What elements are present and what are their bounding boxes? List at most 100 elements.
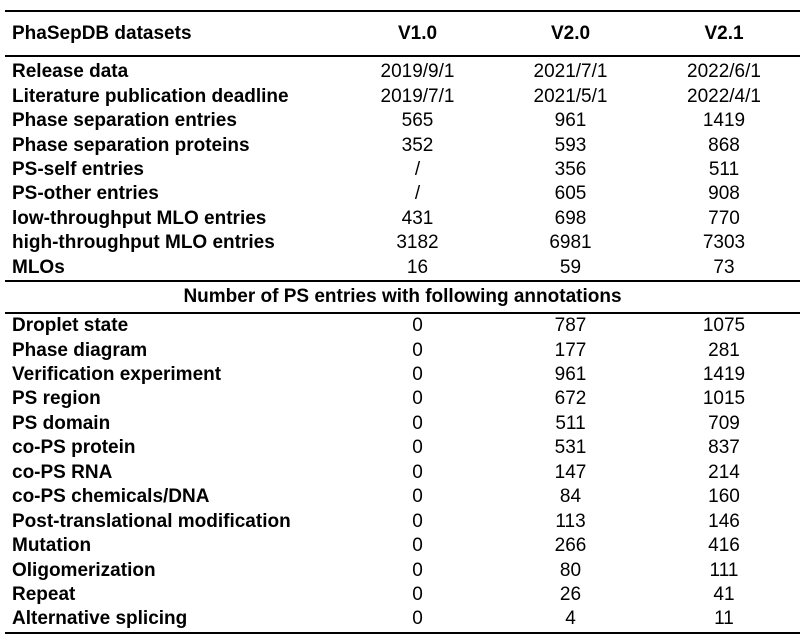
value-cell-v1-0: 0 xyxy=(412,364,423,386)
value-cell-v2-0: 147 xyxy=(554,461,587,483)
header-row: PhaSepDB datasets V1.0 V2.0 V2.1 xyxy=(5,10,800,57)
row-label: Release data xyxy=(12,61,129,83)
value-cell-v1-0: / xyxy=(414,183,421,205)
value-cell-v1-0: 0 xyxy=(412,486,423,508)
row-label: Droplet state xyxy=(12,315,129,337)
value-cell-v1-0: 0 xyxy=(412,437,423,459)
value-cell-v2-0: 80 xyxy=(559,559,582,581)
value-cell-v2-1: 2022/4/1 xyxy=(687,85,761,107)
value-cell-v2-0: 2021/5/1 xyxy=(533,85,608,107)
value-cell-v1-0: 0 xyxy=(412,510,423,532)
section-title: Number of PS entries with following anno… xyxy=(5,279,800,314)
table-row: Verification experiment 0 961 1419 xyxy=(5,363,800,387)
table-row: Phase separation entries 565 961 1419 xyxy=(5,109,800,133)
header-cell-v2-1: V2.1 xyxy=(648,10,800,57)
table-row: Post-translational modification 0 113 146 xyxy=(5,509,800,533)
value-cell-v1-0: / xyxy=(414,158,421,180)
value-cell-v1-0: 0 xyxy=(412,583,423,605)
value-cell-v1-0: 2019/7/1 xyxy=(380,85,455,107)
table-row: PS region 0 672 1015 xyxy=(5,387,800,411)
table-row: Droplet state 0 787 1075 xyxy=(5,313,800,338)
value-cell-v2-0: 26 xyxy=(559,583,582,605)
value-cell-v1-0: 0 xyxy=(412,461,423,483)
value-cell-v1-0: 0 xyxy=(342,607,493,634)
row-label: co-PS chemicals/DNA xyxy=(12,486,210,508)
dataset-summary-body: Release data 2019/9/1 2021/7/1 2022/6/1 Lite… xyxy=(5,56,800,281)
value-cell-v2-1: 709 xyxy=(708,412,740,434)
value-cell-v2-0: 511 xyxy=(555,412,586,434)
value-cell-v1-0: 0 xyxy=(412,388,423,410)
section-row: Number of PS entries with following anno… xyxy=(5,279,800,314)
table-row: high-throughput MLO entries 3182 6981 7303 xyxy=(5,231,800,255)
row-label: PS-self entries xyxy=(12,158,144,180)
header-cell-datasets: PhaSepDB datasets xyxy=(5,10,342,57)
table-row: Phase diagram 0 177 281 xyxy=(5,338,800,362)
value-cell-v2-1: 1419 xyxy=(702,110,746,132)
value-cell-v2-0: 177 xyxy=(554,339,587,361)
value-cell-v1-0: 0 xyxy=(412,339,423,361)
value-cell-v2-1: 1075 xyxy=(702,315,746,337)
value-cell-v2-1: 837 xyxy=(708,437,740,459)
row-label: Phase separation proteins xyxy=(12,134,250,156)
row-label: Literature publication deadline xyxy=(12,85,289,107)
table-row: Phase separation proteins 352 593 868 xyxy=(5,133,800,157)
row-label: Mutation xyxy=(12,535,92,557)
value-cell-v2-1: 770 xyxy=(708,207,740,229)
value-cell-v2-0: 961 xyxy=(554,364,587,386)
value-cell-v2-1: 868 xyxy=(708,134,740,156)
table-header: PhaSepDB datasets V1.0 V2.0 V2.1 xyxy=(5,10,800,57)
value-cell-v1-0: 2019/9/1 xyxy=(380,61,455,83)
row-label: PS-other entries xyxy=(12,183,159,205)
table-row: co-PS chemicals/DNA 0 84 160 xyxy=(5,485,800,509)
value-cell-v2-0: 672 xyxy=(554,388,587,410)
row-label: Phase separation entries xyxy=(12,110,237,132)
value-cell-v1-0: 0 xyxy=(412,535,423,557)
table-row: Mutation 0 266 416 xyxy=(5,534,800,558)
row-label: PS domain xyxy=(12,412,111,434)
value-cell-v1-0: 352 xyxy=(401,134,434,156)
row-label: Phase diagram xyxy=(12,339,148,361)
value-cell-v2-0: 59 xyxy=(559,256,582,278)
value-cell-v2-0: 266 xyxy=(554,535,587,557)
value-cell-v2-0: 356 xyxy=(554,158,587,180)
value-cell-v1-0: 431 xyxy=(401,207,434,229)
value-cell-v2-1: 2022/6/1 xyxy=(687,61,761,83)
row-label: PS region xyxy=(12,388,101,410)
value-cell-v2-1: 908 xyxy=(708,183,740,205)
value-cell-v2-1: 416 xyxy=(708,535,740,557)
value-cell-v2-1: 1015 xyxy=(702,388,746,410)
row-label: co-PS RNA xyxy=(12,461,113,483)
value-cell-v2-1: 11 xyxy=(648,607,800,634)
value-cell-v2-0: 787 xyxy=(554,315,587,337)
row-label: co-PS protein xyxy=(12,437,136,459)
table-row: PS-other entries / 605 908 xyxy=(5,182,800,206)
header-cell-v2-0: V2.0 xyxy=(493,10,648,57)
value-cell-v2-1: 111 xyxy=(709,559,739,581)
row-label: MLOs xyxy=(12,256,65,278)
value-cell-v2-0: 113 xyxy=(555,510,586,532)
value-cell-v1-0: 0 xyxy=(412,559,423,581)
table-row: low-throughput MLO entries 431 698 770 xyxy=(5,207,800,231)
value-cell-v2-0: 6981 xyxy=(549,232,592,254)
table-row: co-PS protein 0 531 837 xyxy=(5,436,800,460)
value-cell-v2-0: 84 xyxy=(559,486,582,508)
value-cell-v2-0: 605 xyxy=(554,183,587,205)
value-cell-v2-0: 2021/7/1 xyxy=(533,61,608,83)
table-row: Literature publication deadline 2019/7/1 2… xyxy=(5,84,800,108)
table-row: PS-self entries / 356 511 xyxy=(5,158,800,182)
table-row: MLOs 16 59 73 xyxy=(5,256,800,281)
table-row: PS domain 0 511 709 xyxy=(5,412,800,436)
row-label: low-throughput MLO entries xyxy=(12,207,267,229)
annotation-counts-body: Droplet state 0 787 1075 Phase diagram 0 177 28… xyxy=(5,313,800,634)
section-divider: Number of PS entries with following anno… xyxy=(5,279,800,314)
value-cell-v2-1: 511 xyxy=(708,158,740,180)
table-row: Repeat 0 26 41 xyxy=(5,583,800,607)
table-row: Oligomerization 0 80 111 xyxy=(5,558,800,582)
row-label: Verification experiment xyxy=(12,364,222,386)
value-cell-v2-1: 1419 xyxy=(702,364,746,386)
value-cell-v2-1: 146 xyxy=(708,510,740,532)
value-cell-v2-1: 73 xyxy=(713,256,735,278)
value-cell-v2-0: 961 xyxy=(554,110,587,132)
value-cell-v1-0: 0 xyxy=(412,412,423,434)
value-cell-v2-0: 4 xyxy=(493,607,648,634)
